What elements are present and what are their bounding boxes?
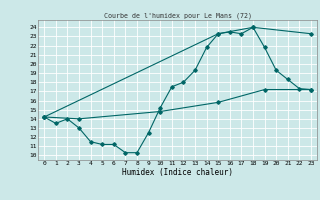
Title: Courbe de l'humidex pour Le Mans (72): Courbe de l'humidex pour Le Mans (72) — [104, 12, 252, 19]
X-axis label: Humidex (Indice chaleur): Humidex (Indice chaleur) — [122, 168, 233, 177]
